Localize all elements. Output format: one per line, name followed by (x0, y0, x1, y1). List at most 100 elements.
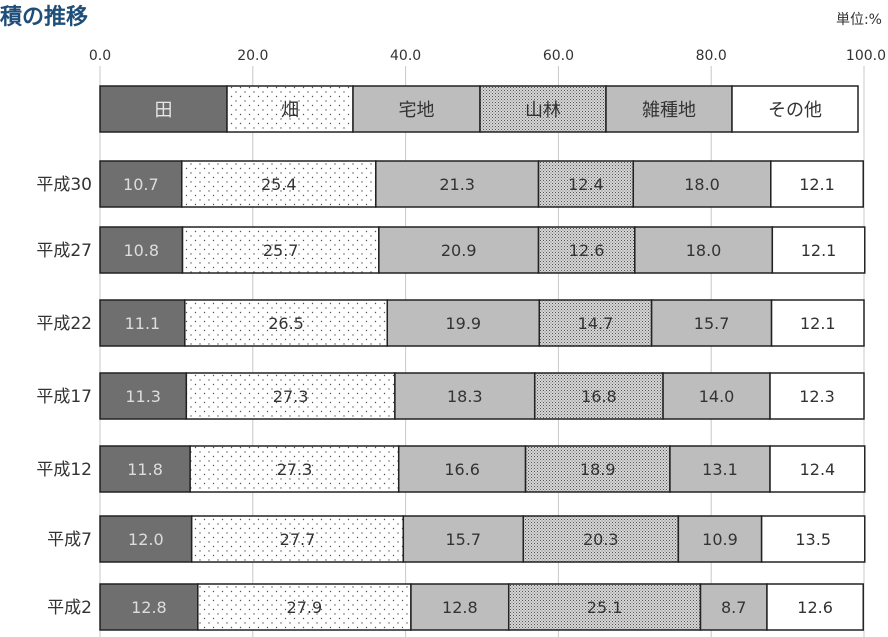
bar-segment (769, 372, 865, 420)
data-label: 18.0 (686, 241, 722, 260)
x-tick-label: 100.0 (846, 48, 886, 64)
data-label: 27.3 (273, 387, 309, 406)
bar-segment (766, 583, 864, 631)
x-tick-label: 20.0 (237, 48, 268, 64)
data-label: 10.7 (123, 175, 159, 194)
data-label: 10.9 (702, 530, 738, 549)
row-label: 平成2 (47, 598, 92, 618)
data-label: 19.9 (445, 314, 481, 333)
bar-segment (99, 583, 199, 631)
data-label: 12.1 (799, 175, 835, 194)
data-label: 11.8 (127, 460, 163, 479)
bar-segment (632, 160, 772, 208)
bar-segment (99, 515, 193, 563)
legend-swatch (731, 85, 859, 133)
bar-segment (99, 226, 184, 274)
data-label: 18.9 (580, 460, 616, 479)
x-tick-label: 0.0 (89, 48, 111, 64)
data-label: 14.0 (699, 387, 735, 406)
data-label: 26.5 (268, 314, 304, 333)
bar-segment (760, 515, 866, 563)
legend-swatch (605, 85, 733, 133)
data-label: 25.7 (263, 241, 299, 260)
legend-swatch (479, 85, 607, 133)
data-label: 11.3 (125, 387, 161, 406)
data-label: 12.4 (800, 460, 836, 479)
chart-title: 積の推移 (0, 4, 88, 30)
row-label: 平成30 (36, 175, 92, 195)
legend-label: 田 (155, 100, 173, 121)
data-label: 27.9 (287, 598, 323, 617)
data-label: 27.7 (280, 530, 316, 549)
bar-segment (771, 226, 866, 274)
data-label: 8.7 (721, 598, 746, 617)
data-label: 15.7 (445, 530, 481, 549)
bar-segment (699, 583, 768, 631)
data-label: 12.6 (569, 241, 605, 260)
data-label: 12.3 (799, 387, 835, 406)
bar-segment (770, 299, 865, 347)
bar-segment (769, 445, 866, 493)
legend-swatch (99, 85, 228, 133)
bar-segment (386, 299, 541, 347)
data-label: 16.6 (444, 460, 480, 479)
bar-segment (181, 226, 380, 274)
bar-segment (650, 299, 773, 347)
x-tick-label: 60.0 (543, 48, 574, 64)
bar-segment (99, 160, 183, 208)
unit-label: 単位:% (836, 12, 882, 28)
x-tick-label: 80.0 (696, 48, 727, 64)
bar-segment (410, 583, 510, 631)
bar-segment (190, 515, 405, 563)
legend: 田 畑 宅地 山林 雑種地 その他 (99, 85, 859, 133)
data-label: 27.3 (277, 460, 313, 479)
data-label: 12.8 (442, 598, 478, 617)
bar-segment (507, 583, 702, 631)
data-label: 13.1 (702, 460, 738, 479)
legend-label: その他 (768, 100, 822, 121)
data-label: 12.0 (128, 530, 164, 549)
bars: 平成30 10.7 25.4 21.3 12.4 18.0 12.1 平成27 10.8 25.7… (36, 160, 866, 631)
bar-segment (634, 226, 774, 274)
bar-segment (375, 160, 540, 208)
data-label: 16.8 (581, 387, 617, 406)
data-label: 12.4 (568, 175, 604, 194)
x-tick-label: 40.0 (390, 48, 421, 64)
bar-segment (397, 445, 527, 493)
bar-segment (185, 372, 396, 420)
legend-label: 山林 (525, 100, 561, 121)
data-label: 25.1 (587, 598, 623, 617)
bar-segment (677, 515, 763, 563)
bar-segment (770, 160, 864, 208)
legend-label: 畑 (281, 100, 299, 121)
data-label: 18.0 (684, 175, 720, 194)
data-label: 12.1 (801, 241, 837, 260)
bar-segment (662, 372, 771, 420)
data-label: 12.6 (797, 598, 833, 617)
bar-segment (522, 515, 680, 563)
bar-segment (394, 372, 536, 420)
data-label: 10.8 (123, 241, 159, 260)
legend-label: 雑種地 (642, 100, 696, 121)
bar-segment (669, 445, 771, 493)
bar-segment (189, 445, 400, 493)
data-label: 13.5 (795, 530, 831, 549)
data-label: 12.1 (800, 314, 836, 333)
data-label: 11.1 (125, 314, 161, 333)
row-label: 平成17 (36, 387, 92, 407)
data-label: 25.4 (261, 175, 297, 194)
x-axis-ticks: 0.0 20.0 40.0 60.0 80.0 100.0 (89, 48, 886, 64)
legend-label: 宅地 (399, 100, 435, 121)
bar-segment (180, 160, 377, 208)
row-label: 平成12 (36, 460, 92, 480)
row-label: 平成22 (36, 314, 92, 334)
data-label: 14.7 (578, 314, 614, 333)
data-label: 12.8 (131, 598, 167, 617)
data-label: 21.3 (439, 175, 475, 194)
data-label: 20.3 (583, 530, 619, 549)
row-label: 平成7 (47, 530, 92, 550)
row-label: 平成27 (36, 241, 92, 261)
bar-segment (99, 445, 191, 493)
data-label: 15.7 (694, 314, 730, 333)
